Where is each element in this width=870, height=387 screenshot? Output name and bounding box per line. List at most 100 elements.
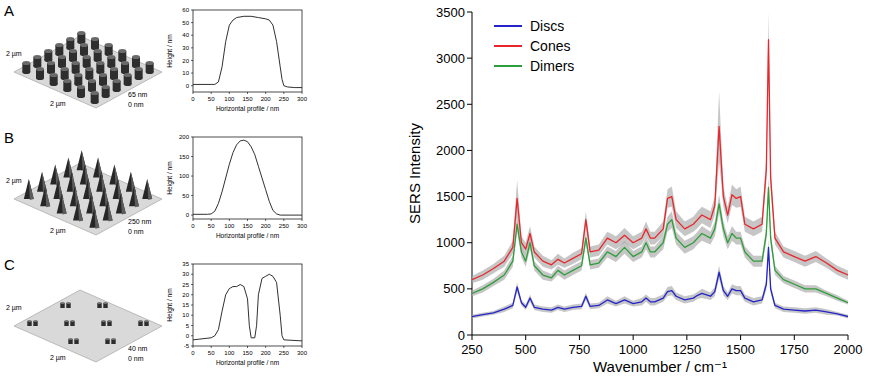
afm-disc-top	[22, 61, 30, 65]
x-tick	[740, 335, 741, 340]
legend-label: Cones	[530, 38, 570, 54]
afm-image	[14, 150, 162, 235]
plot-frame	[193, 137, 302, 219]
afm-y-size: 2 µm	[6, 177, 22, 185]
afm-disc-top	[96, 61, 104, 65]
x-tick-label: 100	[224, 96, 235, 102]
panel-letter: A	[4, 2, 14, 19]
y-tick	[191, 47, 193, 48]
y-tick-label: 1500	[436, 189, 465, 204]
y-tick	[191, 60, 193, 61]
afm-disc-top	[74, 73, 82, 77]
y-tick	[467, 196, 472, 197]
afm-disc-top	[110, 67, 118, 71]
afm-cone	[57, 193, 67, 213]
afm-dimer-top	[27, 320, 31, 322]
x-axis-title: Horizontal profile / nm	[216, 105, 279, 113]
y-tick-label: -5	[184, 343, 190, 349]
y-tick-label: 1000	[436, 235, 465, 250]
y-tick-label: 50	[182, 193, 189, 199]
x-tick	[265, 92, 266, 94]
afm-dimer-top	[105, 338, 109, 340]
afm-disc-top	[72, 61, 80, 65]
afm-disc-top	[47, 61, 55, 65]
afm-dimer-top	[68, 338, 72, 340]
afm-disc-top	[77, 31, 85, 35]
afm-disc-base	[50, 82, 58, 86]
x-tick-label: 50	[208, 223, 215, 229]
afm-disc-base	[102, 94, 110, 98]
series-line	[472, 187, 848, 302]
afm-cone-shade	[78, 201, 83, 222]
afm-image	[14, 290, 162, 362]
figure: A2 µm2 µm65 nm0 nm0501001502002503000102…	[0, 0, 870, 387]
x-tick-label: 300	[297, 96, 308, 102]
x-tick-label: 1500	[726, 342, 755, 357]
x-tick-label: 1250	[672, 342, 701, 357]
x-tick	[525, 335, 526, 340]
series-line	[193, 274, 302, 341]
afm-disc-top	[66, 37, 74, 41]
y-tick	[467, 12, 472, 13]
afm-disc-base	[77, 94, 85, 98]
y-tick-label: 3000	[436, 51, 465, 66]
y-tick-label: 30	[182, 45, 189, 51]
afm-z-max: 40 nm	[128, 345, 148, 352]
x-tick-label: 0	[191, 350, 195, 356]
y-tick-label: 10	[182, 312, 189, 318]
x-tick-label: 250	[279, 96, 290, 102]
y-tick	[191, 215, 193, 216]
afm-y-size: 2 µm	[6, 50, 22, 58]
y-tick-label: 0	[186, 83, 190, 89]
afm-disc-top	[44, 49, 52, 53]
x-tick	[211, 219, 212, 221]
afm-plane	[14, 290, 162, 362]
x-tick	[283, 92, 284, 94]
x-tick	[211, 346, 212, 348]
x-tick-label: 750	[569, 342, 591, 357]
y-tick-label: 0	[186, 333, 190, 339]
y-tick-label: 3500	[436, 5, 465, 20]
afm-plane	[14, 163, 162, 235]
y-tick-label: 2000	[436, 143, 465, 158]
y-axis-title: SERS Intensity	[406, 123, 423, 224]
afm-cone-shade	[62, 193, 67, 214]
y-tick	[191, 10, 193, 11]
y-tick	[467, 150, 472, 151]
chart: 050100150200250300050100150200Horizontal…	[166, 134, 308, 239]
series-line	[472, 247, 848, 316]
afm-disc-top	[118, 49, 126, 53]
y-tick-label: 200	[179, 134, 190, 140]
afm-z-max: 250 nm	[128, 218, 152, 225]
x-tick-label: 200	[261, 223, 272, 229]
afm-z-min: 0 nm	[128, 101, 144, 108]
afm-cone	[142, 179, 152, 199]
afm-disc-top	[107, 55, 115, 59]
x-tick	[229, 92, 230, 94]
afm-image	[14, 31, 162, 108]
y-tick-label: 500	[443, 281, 465, 296]
y-tick-label: 20	[182, 58, 189, 64]
afm-cone	[89, 208, 99, 228]
afm-x-size: 2 µm	[50, 227, 66, 235]
afm-disc-top	[80, 43, 88, 47]
x-tick	[211, 92, 212, 94]
y-tick-label: 100	[179, 173, 190, 179]
afm-disc-base	[146, 70, 154, 74]
x-tick-label: 50	[208, 350, 215, 356]
afm-dimer-top	[111, 338, 115, 340]
y-tick	[191, 335, 193, 336]
legend-swatch	[494, 45, 522, 47]
afm-disc-top	[33, 55, 41, 59]
afm-disc-top	[83, 55, 91, 59]
afm-disc-top	[146, 61, 154, 65]
y-tick-label: 60	[182, 7, 189, 13]
y-tick	[191, 176, 193, 177]
x-tick-label: 300	[297, 223, 308, 229]
y-tick	[467, 335, 472, 336]
afm-disc-top	[63, 79, 71, 83]
legend-swatch	[494, 65, 522, 67]
x-axis-title: Horizontal profile / nm	[216, 359, 279, 367]
x-tick-label: 200	[261, 350, 272, 356]
afm-disc-base	[135, 76, 143, 80]
